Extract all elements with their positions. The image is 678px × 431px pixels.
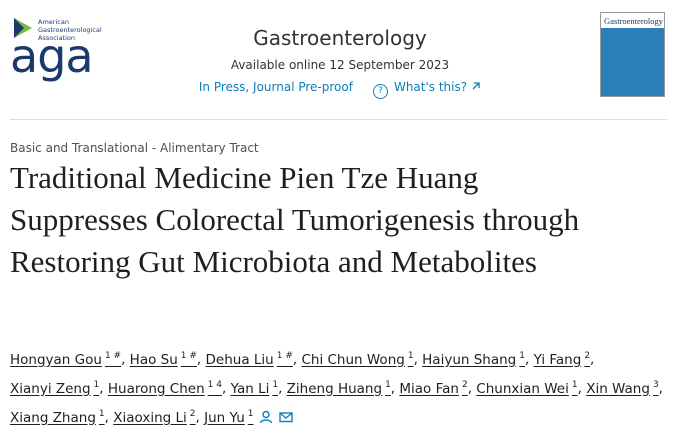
logo-arrow xyxy=(14,18,32,38)
author-affiliation: 1 xyxy=(519,351,525,361)
journal-name[interactable]: Gastroenterology xyxy=(253,26,427,50)
author-affiliation: 1 # xyxy=(104,351,122,361)
divider xyxy=(10,119,667,120)
author-affiliation: 2 xyxy=(189,409,196,419)
logo-line: Association xyxy=(38,34,76,42)
author-affiliation: 1 xyxy=(571,380,578,390)
author-name[interactable]: Ziheng Huang 1 xyxy=(286,380,391,397)
author-name[interactable]: Jun Yu 1 xyxy=(204,409,254,426)
help-link[interactable]: What's this? xyxy=(393,80,468,94)
author-name[interactable]: Dehua Liu 1 # xyxy=(205,351,293,368)
logo[interactable] xyxy=(10,14,100,86)
separator: , xyxy=(196,351,202,368)
author-name[interactable]: Yan Li 1 xyxy=(230,380,279,397)
author-name[interactable]: Xiang Zhang 1 xyxy=(10,409,105,426)
author-name[interactable]: Xiaoxing Li 2 xyxy=(113,409,196,426)
journal-header: Gastroenterology Available online 12 Sep… xyxy=(190,24,490,99)
separator: , xyxy=(221,380,227,397)
help-icon[interactable]: ? xyxy=(372,84,388,99)
author-name[interactable]: Xianyi Zeng 1 xyxy=(10,380,100,397)
author-affiliation: 1 xyxy=(98,409,105,419)
author-name[interactable]: Haiyun Shang 1 xyxy=(422,351,525,368)
separator: , xyxy=(590,351,595,368)
author-affiliation: 1 4 xyxy=(207,380,222,390)
availability: Available online 12 September 2023 xyxy=(230,58,450,72)
email-icon[interactable] xyxy=(279,410,294,424)
separator: , xyxy=(658,380,663,397)
author-name[interactable]: Hongyan Gou 1 # xyxy=(10,351,122,368)
separator: , xyxy=(195,409,200,426)
separator: , xyxy=(467,380,472,397)
logo-text: American Gastroenterological Association xyxy=(38,18,102,42)
status-links: In Press, Journal Pre-proof? What's this? xyxy=(190,80,490,99)
logo-line: Gastroenterological xyxy=(38,26,102,34)
logo-mark: aga xyxy=(10,29,94,83)
separator: , xyxy=(278,380,283,397)
author-affiliation: 3 xyxy=(652,380,659,390)
author-affiliation: 2 xyxy=(584,351,591,361)
author-affiliation: 2 xyxy=(461,380,468,390)
separator: , xyxy=(524,351,530,368)
status[interactable]: In Press, Journal Pre-proof xyxy=(198,80,353,94)
separator: , xyxy=(99,380,104,397)
author-name[interactable]: Chi Chun Wong 1 xyxy=(301,351,414,368)
logo-line: American xyxy=(38,18,69,26)
separator: , xyxy=(121,351,126,368)
separator: , xyxy=(413,351,418,368)
article-section: Basic and Translational - Alimentary Tra… xyxy=(10,141,259,155)
author-name[interactable]: Huarong Chen 1 4 xyxy=(107,380,222,397)
article-title: Traditional Medicine Pien Tze Huang Supp… xyxy=(10,160,580,279)
author-affiliation: 1 xyxy=(385,380,391,390)
author-name[interactable]: Yi Fang 2 xyxy=(533,351,591,368)
author-affiliation: 1 xyxy=(272,380,279,390)
separator: , xyxy=(577,380,582,397)
separator: , xyxy=(292,351,298,368)
author-affiliation: 1 # xyxy=(276,351,293,361)
author-affiliation: 1 xyxy=(247,409,254,419)
author-name[interactable]: Chunxian Wei 1 xyxy=(476,380,578,397)
author-affiliation: 1 # xyxy=(180,351,197,361)
author-affiliation: 1 xyxy=(407,351,414,361)
author-name[interactable]: Hao Su 1 # xyxy=(129,351,197,368)
external-icon xyxy=(472,82,480,90)
journal-cover[interactable]: Gastroenterology xyxy=(600,12,665,97)
author-affiliation: 1 xyxy=(93,380,100,390)
separator: , xyxy=(390,380,396,397)
author-name[interactable]: Xin Wang 3 xyxy=(586,380,659,397)
author-profile-icon[interactable] xyxy=(259,410,273,424)
cover-title: Gastroenterology xyxy=(604,16,664,26)
author-name[interactable]: Miao Fan 2 xyxy=(399,380,468,397)
author-list: Hongyan Gou 1 #, Hao Su 1 #, Dehua Liu 1 #,… xyxy=(10,344,675,431)
separator: , xyxy=(104,409,109,426)
